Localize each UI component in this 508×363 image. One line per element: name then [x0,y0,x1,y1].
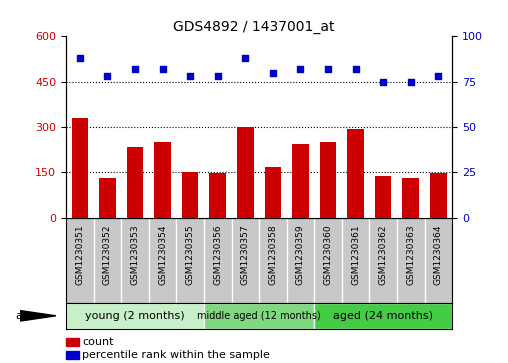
Text: GSM1230352: GSM1230352 [103,225,112,285]
Point [158,66,167,72]
Text: GSM1230351: GSM1230351 [75,225,84,285]
Text: age: age [15,311,36,321]
Bar [154,142,171,218]
Point [241,55,249,61]
Bar [402,178,419,218]
Text: percentile rank within the sample: percentile rank within the sample [82,350,270,360]
Bar [347,129,364,218]
Bar [375,176,392,218]
Point [214,73,222,79]
Text: GSM1230364: GSM1230364 [434,225,443,285]
Point [186,73,194,79]
Bar [72,118,88,218]
Text: GSM1230356: GSM1230356 [213,225,222,285]
Text: GSM1230355: GSM1230355 [185,225,195,285]
Bar [99,179,116,218]
Point [407,79,415,85]
Bar [204,303,314,329]
Point [379,79,387,85]
Point [131,66,139,72]
Bar [292,144,309,218]
Text: GSM1230354: GSM1230354 [158,225,167,285]
Text: young (2 months): young (2 months) [85,311,185,321]
Point [103,73,111,79]
Bar [265,167,281,218]
Bar [209,173,226,218]
Text: GSM1230360: GSM1230360 [324,225,333,285]
Text: GSM1230358: GSM1230358 [268,225,277,285]
Polygon shape [20,311,56,321]
Bar [430,173,447,218]
Text: GSM1230353: GSM1230353 [131,225,140,285]
Bar [237,127,253,218]
Bar [126,147,143,218]
Text: middle aged (12 months): middle aged (12 months) [197,311,321,321]
Text: GSM1230361: GSM1230361 [351,225,360,285]
Bar [66,303,204,329]
Bar [182,171,199,218]
Text: count: count [82,337,114,347]
Text: GSM1230363: GSM1230363 [406,225,415,285]
Text: GDS4892 / 1437001_at: GDS4892 / 1437001_at [173,20,335,34]
Point [76,55,84,61]
Text: GSM1230362: GSM1230362 [378,225,388,285]
Point [269,70,277,76]
Point [352,66,360,72]
Bar [320,142,336,218]
Text: GSM1230359: GSM1230359 [296,225,305,285]
Text: GSM1230357: GSM1230357 [241,225,250,285]
Bar [314,303,452,329]
Point [324,66,332,72]
Text: aged (24 months): aged (24 months) [333,311,433,321]
Point [296,66,304,72]
Point [434,73,442,79]
